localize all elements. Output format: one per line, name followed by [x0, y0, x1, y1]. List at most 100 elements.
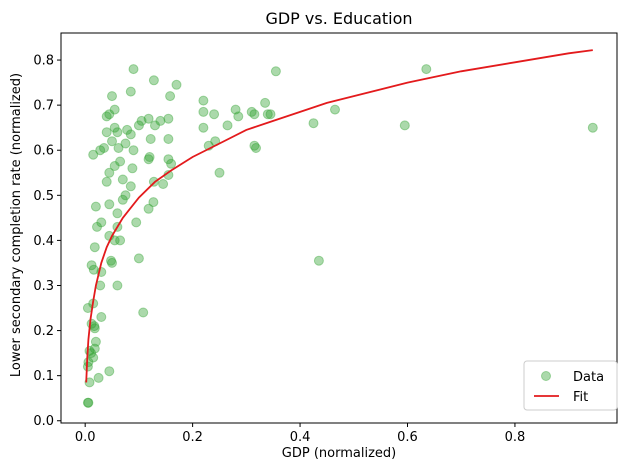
data-point [587, 122, 598, 133]
legend: Data Fit [523, 360, 618, 411]
data-point [92, 221, 102, 232]
data-point [89, 343, 100, 354]
data-point [198, 95, 209, 106]
data-point [96, 312, 107, 322]
data-point [330, 104, 340, 115]
data-point [96, 217, 107, 228]
data-point [150, 120, 160, 131]
data-point [89, 323, 100, 334]
data-point [148, 75, 159, 86]
x-tick-label: 0.0 [75, 430, 96, 445]
data-point [104, 366, 115, 377]
data-point [86, 260, 97, 271]
data-point [163, 113, 174, 124]
y-tick-label: 0.2 [33, 324, 54, 339]
data-point [115, 235, 126, 246]
data-point [115, 156, 126, 167]
data-point [82, 397, 93, 408]
y-tick-label: 0.7 [33, 99, 54, 114]
data-point [112, 280, 123, 291]
data-point [133, 120, 144, 131]
data-point [144, 152, 155, 162]
data-point [171, 79, 182, 90]
data-point [112, 208, 123, 219]
data-point [136, 115, 147, 126]
x-axis-label: GDP (normalized) [282, 446, 396, 461]
x-axis: 0.0 0.2 0.4 0.6 0.8 [75, 423, 525, 445]
data-point [158, 179, 169, 189]
data-point [148, 197, 159, 208]
fit-line [85, 49, 593, 383]
y-axis: 0.0 0.1 0.2 0.3 0.4 0.5 0.6 0.7 0.8 [33, 54, 61, 429]
data-point [214, 167, 225, 178]
data-point [127, 163, 138, 174]
data-point [143, 113, 154, 124]
y-tick-label: 0.6 [33, 144, 54, 159]
data-point [122, 124, 133, 135]
data-point [101, 127, 112, 138]
plot-frame [60, 32, 618, 424]
data-point [107, 257, 117, 268]
data-point [265, 109, 276, 120]
data-point [128, 64, 139, 75]
data-point [131, 217, 142, 228]
data-point [125, 86, 136, 97]
chart-title: GDP vs. Education [265, 9, 412, 28]
data-point [104, 199, 115, 210]
data-point [233, 111, 244, 122]
data-point [143, 154, 154, 165]
data-point [89, 242, 100, 253]
y-tick-label: 0.1 [33, 369, 54, 384]
data-point [109, 122, 120, 133]
data-point [222, 120, 233, 131]
legend-data-marker [541, 371, 551, 381]
data-point [249, 109, 260, 120]
data-point [104, 167, 115, 178]
data-point [260, 97, 271, 108]
data-point [104, 109, 115, 120]
x-tick-label: 0.6 [397, 430, 418, 445]
data-point [90, 336, 101, 347]
data-point [198, 106, 209, 117]
y-axis-label: Lower secondary completion rate (normali… [9, 73, 24, 377]
data-point [155, 115, 166, 126]
data-point [90, 201, 101, 212]
data-point [251, 143, 261, 153]
data-point [95, 145, 106, 156]
legend-data-label: Data [573, 370, 604, 385]
data-point [117, 194, 128, 205]
plot-area [60, 32, 618, 424]
data-point [165, 91, 176, 102]
data-point [107, 136, 117, 147]
data-point [230, 104, 241, 115]
data-point [313, 255, 324, 266]
x-tick-label: 0.4 [290, 430, 311, 445]
data-point [107, 91, 117, 102]
data-point [163, 154, 174, 165]
data-point [143, 203, 154, 214]
data-point [198, 122, 209, 133]
data-point [125, 129, 136, 140]
data-point [120, 190, 131, 201]
data-point [101, 111, 112, 122]
data-point [138, 307, 149, 318]
data-point [421, 64, 432, 75]
data-point [99, 143, 109, 153]
data-point [101, 176, 112, 187]
data-point [308, 118, 319, 129]
data-point [88, 149, 99, 160]
data-point [270, 66, 281, 77]
data-point [133, 253, 144, 264]
data-point [128, 145, 139, 156]
data-point [84, 377, 95, 388]
data-point [166, 158, 177, 169]
data-point [88, 264, 99, 275]
y-tick-label: 0.3 [33, 279, 54, 294]
legend-fit-label: Fit [573, 390, 588, 405]
data-point [120, 138, 131, 149]
legend-frame [523, 360, 618, 411]
data-point [145, 134, 156, 144]
x-tick-label: 0.8 [505, 430, 526, 445]
data-point [117, 174, 128, 185]
y-tick-label: 0.5 [33, 189, 54, 204]
